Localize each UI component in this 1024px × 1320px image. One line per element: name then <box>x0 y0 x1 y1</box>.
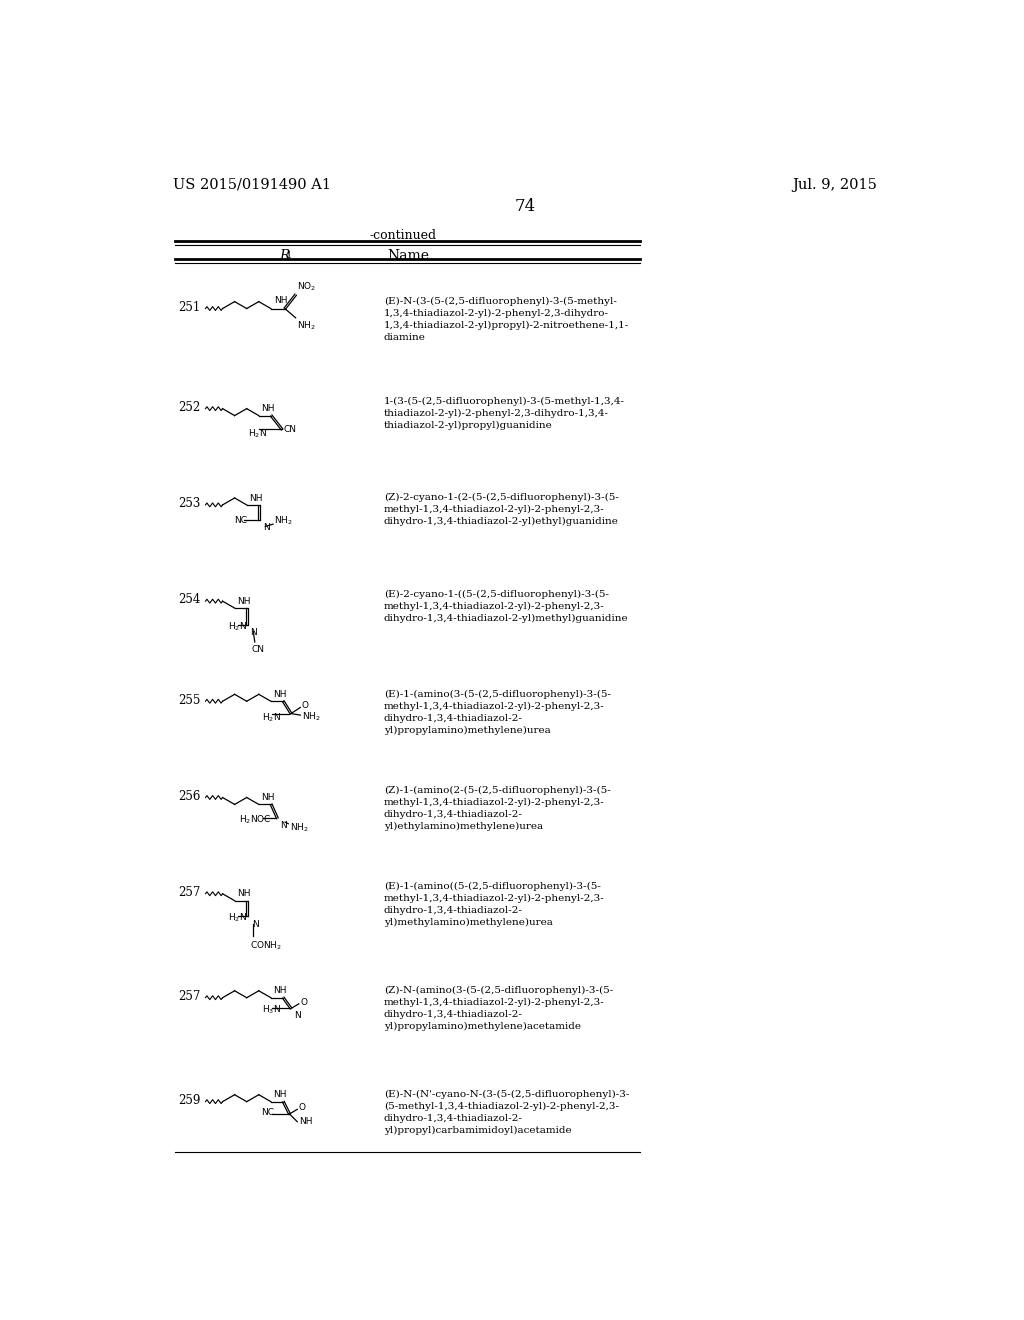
Text: NH: NH <box>299 1117 312 1126</box>
Text: H$_2$N: H$_2$N <box>228 620 248 632</box>
Text: CN: CN <box>252 645 264 653</box>
Text: NH$_2$: NH$_2$ <box>290 821 308 834</box>
Text: N: N <box>263 523 269 532</box>
Text: (E)-1-(amino(3-(5-(2,5-difluorophenyl)-3-(5-
methyl-1,3,4-thiadiazol-2-yl)-2-phe: (E)-1-(amino(3-(5-(2,5-difluorophenyl)-3… <box>384 689 610 734</box>
Text: NO$_2$: NO$_2$ <box>297 281 316 293</box>
Text: CN: CN <box>284 425 297 434</box>
Text: 1-(3-(5-(2,5-difluorophenyl)-3-(5-methyl-1,3,4-
thiadiazol-2-yl)-2-phenyl-2,3-di: 1-(3-(5-(2,5-difluorophenyl)-3-(5-methyl… <box>384 397 625 430</box>
Text: N: N <box>250 628 257 638</box>
Text: NC: NC <box>234 516 248 525</box>
Text: NH: NH <box>273 986 287 995</box>
Text: NH$_2$: NH$_2$ <box>273 515 293 527</box>
Text: 256: 256 <box>178 789 201 803</box>
Text: US 2015/0191490 A1: US 2015/0191490 A1 <box>173 178 331 191</box>
Text: 1: 1 <box>286 251 292 260</box>
Text: N: N <box>252 920 258 929</box>
Text: 74: 74 <box>514 198 536 215</box>
Text: Jul. 9, 2015: Jul. 9, 2015 <box>792 178 877 191</box>
Text: NH: NH <box>237 597 251 606</box>
Text: NH: NH <box>273 690 287 700</box>
Text: Name: Name <box>388 249 430 263</box>
Text: 254: 254 <box>178 594 201 606</box>
Text: NH: NH <box>237 890 251 899</box>
Text: O: O <box>300 998 307 1007</box>
Text: NH: NH <box>261 793 274 803</box>
Text: NC: NC <box>261 1107 274 1117</box>
Text: 257: 257 <box>178 990 201 1003</box>
Text: (E)-N-(3-(5-(2,5-difluorophenyl)-3-(5-methyl-
1,3,4-thiadiazol-2-yl)-2-phenyl-2,: (E)-N-(3-(5-(2,5-difluorophenyl)-3-(5-me… <box>384 297 629 342</box>
Text: (E)-1-(amino((5-(2,5-difluorophenyl)-3-(5-
methyl-1,3,4-thiadiazol-2-yl)-2-pheny: (E)-1-(amino((5-(2,5-difluorophenyl)-3-(… <box>384 882 604 927</box>
Text: 259: 259 <box>178 1094 201 1107</box>
Text: 253: 253 <box>178 498 201 511</box>
Text: CONH$_2$: CONH$_2$ <box>250 940 283 952</box>
Text: 251: 251 <box>178 301 201 314</box>
Text: NH: NH <box>274 297 288 305</box>
Text: H$_2$N: H$_2$N <box>261 711 281 725</box>
Text: 255: 255 <box>178 693 201 706</box>
Text: NH: NH <box>261 404 274 413</box>
Text: H$_2$N: H$_2$N <box>228 911 248 924</box>
Text: 257: 257 <box>178 886 201 899</box>
Text: -continued: -continued <box>370 230 436 243</box>
Text: N: N <box>281 821 288 829</box>
Text: H$_2$N: H$_2$N <box>248 428 267 441</box>
Text: H$_2$NOC: H$_2$NOC <box>239 813 271 826</box>
Text: (E)-2-cyano-1-((5-(2,5-difluorophenyl)-3-(5-
methyl-1,3,4-thiadiazol-2-yl)-2-phe: (E)-2-cyano-1-((5-(2,5-difluorophenyl)-3… <box>384 590 629 623</box>
Text: (Z)-1-(amino(2-(5-(2,5-difluorophenyl)-3-(5-
methyl-1,3,4-thiadiazol-2-yl)-2-phe: (Z)-1-(amino(2-(5-(2,5-difluorophenyl)-3… <box>384 785 610 830</box>
Text: (Z)-2-cyano-1-(2-(5-(2,5-difluorophenyl)-3-(5-
methyl-1,3,4-thiadiazol-2-yl)-2-p: (Z)-2-cyano-1-(2-(5-(2,5-difluorophenyl)… <box>384 494 618 527</box>
Text: (E)-N-(N'-cyano-N-(3-(5-(2,5-difluorophenyl)-3-
(5-methyl-1,3,4-thiadiazol-2-yl): (E)-N-(N'-cyano-N-(3-(5-(2,5-difluorophe… <box>384 1090 629 1135</box>
Text: O: O <box>299 1104 306 1113</box>
Text: H$_3$N: H$_3$N <box>261 1003 281 1016</box>
Text: NH: NH <box>249 494 262 503</box>
Text: NH: NH <box>273 1090 287 1100</box>
Text: R: R <box>280 249 290 263</box>
Text: NH$_2$: NH$_2$ <box>302 710 321 723</box>
Text: (Z)-N-(amino(3-(5-(2,5-difluorophenyl)-3-(5-
methyl-1,3,4-thiadiazol-2-yl)-2-phe: (Z)-N-(amino(3-(5-(2,5-difluorophenyl)-3… <box>384 986 613 1031</box>
Text: 252: 252 <box>178 401 201 414</box>
Text: O: O <box>302 701 309 710</box>
Text: N: N <box>294 1011 301 1020</box>
Text: NH$_2$: NH$_2$ <box>297 319 315 331</box>
